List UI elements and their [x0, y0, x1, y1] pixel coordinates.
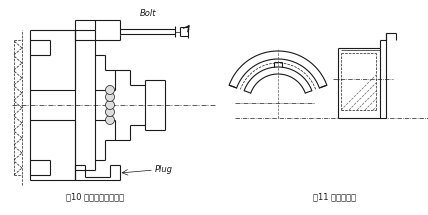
Text: Bolt: Bolt [140, 9, 156, 18]
Circle shape [105, 100, 115, 109]
Circle shape [105, 86, 115, 95]
Circle shape [105, 92, 115, 101]
Text: 图11 拆卸用切口: 图11 拆卸用切口 [313, 192, 357, 201]
Circle shape [105, 115, 115, 124]
Text: Plug: Plug [155, 166, 173, 175]
Text: 图10 使用螺丝拆卸外圈: 图10 使用螺丝拆卸外圈 [66, 192, 124, 201]
Circle shape [105, 108, 115, 117]
